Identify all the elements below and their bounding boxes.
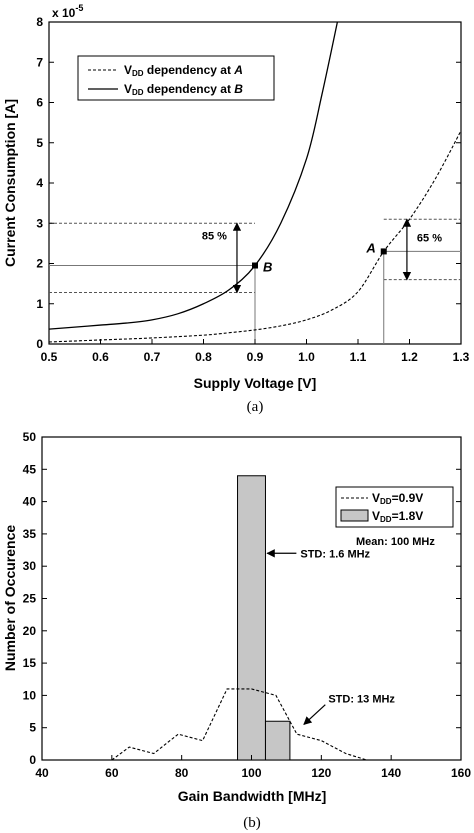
chart-a-point-b-marker xyxy=(252,262,258,269)
chart-b-y-tick-label: 15 xyxy=(23,656,37,670)
chart-a-y-ticks: 0 1 2 3 4 5 6 7 8 xyxy=(36,15,461,351)
chart-b-y-tick-label: 25 xyxy=(23,592,37,606)
chart-a-y-tick-label: 2 xyxy=(36,257,43,271)
chart-b-bar xyxy=(237,475,266,761)
chart-a-x-tick-label: 1.1 xyxy=(350,350,367,364)
chart-a-y-tick-label: 6 xyxy=(36,96,43,110)
chart-a-caption: (a) xyxy=(247,399,264,415)
chart-b-x-ticks: 40 60 80 100 120 140 160 xyxy=(35,755,471,780)
chart-b-y-tick-label: 5 xyxy=(29,721,36,735)
chart-b-y-tick-label: 35 xyxy=(23,527,37,541)
chart-a-legend-entry-b: VDD dependency at B xyxy=(124,82,243,97)
chart-b-x-tick-label: 160 xyxy=(451,766,471,780)
chart-a-x-tick-label: 1.2 xyxy=(401,350,418,364)
chart-a-y-tick-label: 3 xyxy=(36,216,43,230)
chart-b-x-tick-label: 120 xyxy=(311,766,331,780)
chart-b-x-tick-label: 80 xyxy=(175,766,189,780)
chart-b-legend: VDD=0.9V VDD=1.8V xyxy=(335,486,454,528)
chart-b-y-ticks: 0 5 10 15 20 25 30 35 40 45 50 xyxy=(23,430,461,767)
chart-a-x-tick-label: 0.9 xyxy=(247,350,264,364)
chart-a-y-tick-label: 8 xyxy=(36,15,43,29)
chart-a-series-a-line xyxy=(49,130,461,343)
chart-a-y-axis-label: Current Consumption [A] xyxy=(2,99,18,267)
chart-b-legend-entry-1p8: VDD=1.8V xyxy=(372,509,423,524)
chart-a-x-axis-label: Supply Voltage [V] xyxy=(194,375,317,391)
chart-a-x-tick-label: 1.3 xyxy=(453,350,470,364)
chart-a-point-a-label: A xyxy=(365,240,375,255)
chart-b-y-axis-label: Number of Occurence xyxy=(2,525,18,671)
chart-b-y-tick-label: 45 xyxy=(23,462,37,476)
chart-a-x-ticks: 0.5 0.6 0.7 0.8 0.9 1.0 1.1 1.2 1.3 xyxy=(41,339,470,364)
chart-b-caption: (b) xyxy=(243,815,261,831)
chart-b-legend-swatch-bar xyxy=(340,509,369,522)
chart-a-arrow-label: 85 % xyxy=(202,230,227,242)
chart-a-x-tick-label: 0.6 xyxy=(92,350,109,364)
chart-b-std-arrow xyxy=(303,704,326,726)
chart-b-bar xyxy=(264,720,291,761)
chart-b-legend-entry-0p9: VDD=0.9V xyxy=(372,491,423,506)
chart-a: 0.5 0.6 0.7 0.8 0.9 1.0 1.1 1.2 1.3 0 1 2 3 4 5 6 7 8 x … xyxy=(2,3,470,415)
chart-a-arrow-label: 65 % xyxy=(417,232,442,244)
chart-a-point-a-marker xyxy=(380,248,387,255)
chart-b-x-tick-label: 140 xyxy=(381,766,401,780)
chart-a-y-tick-label: 4 xyxy=(36,176,43,190)
chart-a-y-tick-label: 5 xyxy=(36,136,43,150)
chart-b-y-tick-label: 40 xyxy=(23,495,37,509)
chart-b-y-tick-label: 50 xyxy=(23,430,37,444)
chart-a-x-tick-label: 0.8 xyxy=(195,350,212,364)
chart-b-std-label: STD: 1.6 MHz xyxy=(300,548,370,560)
chart-a-y-multiplier: x 10-5 xyxy=(52,3,83,20)
chart-a-x-tick-label: 1.0 xyxy=(298,350,315,364)
chart-b-y-tick-label: 0 xyxy=(29,753,36,767)
chart-b-x-axis-label: Gain Bandwidth [MHz] xyxy=(178,788,327,804)
chart-b-y-tick-label: 30 xyxy=(23,559,37,573)
chart-a-point-b-label: B xyxy=(263,260,272,275)
chart-b-x-tick-label: 60 xyxy=(105,766,119,780)
chart-b-y-tick-label: 10 xyxy=(23,688,37,702)
chart-a-series-b-line xyxy=(49,22,339,330)
chart-a-annotations: 85 % 65 % A B xyxy=(202,218,442,294)
chart-b-y-tick-label: 20 xyxy=(23,624,37,638)
chart-b-mean-text: Mean: 100 MHz xyxy=(356,536,435,548)
chart-a-y-tick-label: 0 xyxy=(36,337,43,351)
chart-b-std-label: STD: 13 MHz xyxy=(328,694,395,706)
chart-a-legend: VDD dependency at A VDD dependency at B xyxy=(77,55,275,101)
chart-a-y-tick-label: 1 xyxy=(36,297,43,311)
chart-a-legend-box xyxy=(77,55,275,101)
chart-a-x-tick-label: 0.7 xyxy=(144,350,161,364)
chart-b-x-tick-label: 40 xyxy=(35,766,49,780)
chart-b-vdd-0p9-line xyxy=(111,688,367,761)
chart-b-x-tick-label: 100 xyxy=(241,766,261,780)
chart-a-x-tick-label: 0.5 xyxy=(41,350,58,364)
chart-a-legend-entry-a: VDD dependency at A xyxy=(124,63,243,78)
chart-a-y-tick-label: 7 xyxy=(36,55,43,69)
